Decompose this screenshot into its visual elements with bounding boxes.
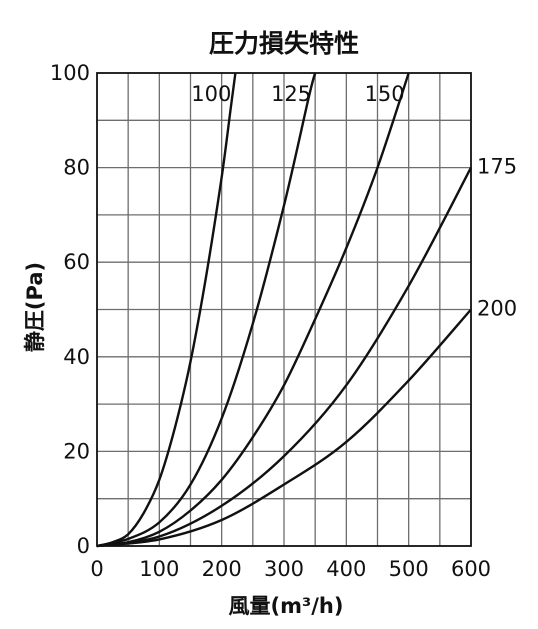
x-tick-label: 500 <box>389 557 429 581</box>
series-label-200: 200 <box>477 297 517 321</box>
x-tick-label: 600 <box>451 557 491 581</box>
series-labels: 100 125 150 175 200 <box>191 82 517 321</box>
y-tick-label: 80 <box>63 156 90 180</box>
y-tick-label: 40 <box>63 345 90 369</box>
x-tick-labels: 0 100 200 300 400 500 600 <box>90 557 491 581</box>
series-line-125 <box>96 72 317 548</box>
series-line-200 <box>96 308 472 548</box>
series-label-150: 150 <box>365 82 405 106</box>
x-axis-label: 風量(m³/h) <box>229 594 344 618</box>
series-label-100: 100 <box>191 82 231 106</box>
series-label-175: 175 <box>477 155 517 179</box>
x-tick-label: 100 <box>139 557 179 581</box>
chart-title: 圧力損失特性 <box>209 29 359 58</box>
grid <box>97 73 471 546</box>
y-tick-label: 60 <box>63 250 90 274</box>
series-curves <box>96 72 473 548</box>
series-line-100 <box>96 72 237 548</box>
y-tick-label: 0 <box>77 534 90 558</box>
x-tick-label: 400 <box>326 557 366 581</box>
y-tick-label: 100 <box>50 61 90 85</box>
series-line-150 <box>96 72 410 548</box>
x-tick-label: 300 <box>264 557 304 581</box>
y-axis-label: 静圧(Pa) <box>23 262 47 352</box>
plot-frame <box>96 72 472 547</box>
series-line-175 <box>96 167 473 548</box>
series-label-125: 125 <box>271 82 311 106</box>
y-tick-label: 20 <box>63 439 90 463</box>
x-tick-label: 0 <box>90 557 103 581</box>
y-tick-labels: 0 20 40 60 80 100 <box>50 61 90 558</box>
x-tick-label: 200 <box>202 557 242 581</box>
